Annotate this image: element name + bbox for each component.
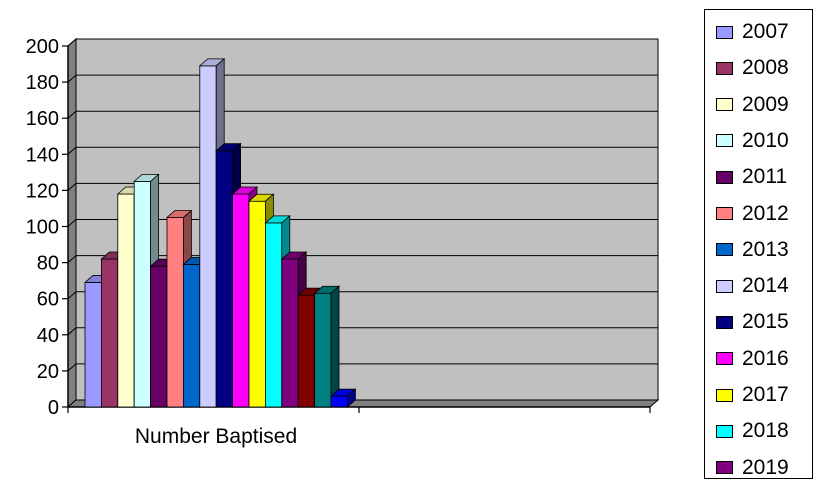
- y-tick-label: 200: [26, 36, 59, 58]
- bars: [83, 57, 357, 408]
- bar-front: [101, 258, 119, 408]
- legend-item: 2014: [716, 274, 789, 298]
- legend-item: 2019: [716, 456, 789, 480]
- bar-front: [215, 150, 233, 408]
- bar-front: [264, 222, 283, 408]
- bar-front: [166, 217, 184, 408]
- legend-item: 2008: [716, 56, 789, 80]
- gridline: [67, 363, 658, 372]
- legend-label: 2014: [742, 274, 789, 298]
- bar-front: [84, 282, 102, 408]
- legend-swatch: [716, 279, 733, 293]
- gridline: [67, 291, 658, 300]
- legend-swatch: [716, 315, 733, 329]
- y-tick-label: 120: [26, 180, 59, 202]
- legend-item: 2012: [716, 202, 789, 226]
- bar-front: [314, 292, 332, 408]
- legend-label: 2016: [742, 346, 789, 370]
- legend-swatch: [716, 388, 733, 402]
- y-tick-label: 40: [37, 325, 59, 347]
- y-tick-label: 60: [37, 289, 59, 311]
- legend-label: 2008: [742, 56, 789, 80]
- legend-swatch: [716, 243, 733, 257]
- bar: [313, 285, 341, 408]
- legend-item: 2010: [716, 129, 789, 153]
- legend-label: 2013: [742, 237, 789, 261]
- y-tick-label: 20: [37, 361, 59, 383]
- legend-swatch: [716, 134, 733, 148]
- legend-item: 2015: [716, 310, 789, 334]
- y-tick-label: 80: [37, 253, 59, 275]
- bar-front: [330, 395, 348, 408]
- legend-label: 2017: [742, 383, 789, 406]
- gridline: [67, 219, 658, 227]
- legend-swatch: [716, 61, 733, 75]
- gridline: [67, 110, 658, 119]
- legend-label: 2018: [742, 419, 789, 443]
- bar-front: [133, 180, 151, 408]
- bar-side: [330, 285, 340, 408]
- bar-front: [248, 200, 266, 408]
- gridline: [67, 327, 658, 336]
- legend-label: 2015: [742, 310, 789, 334]
- legend-label: 2010: [742, 128, 789, 152]
- y-tick-label: 0: [48, 397, 59, 419]
- legend-item: 2009: [716, 93, 789, 117]
- legend-label: 2011: [742, 165, 788, 189]
- legend-swatch: [716, 352, 733, 366]
- gridlines: [67, 38, 658, 372]
- y-tick-label: 180: [26, 72, 59, 94]
- legend-swatch: [716, 25, 733, 39]
- y-axis-tick-labels: 0 20 40 60 80 100 120 140 160 180 200: [26, 36, 59, 419]
- gridline: [67, 74, 658, 83]
- y-tick-label: 160: [26, 108, 59, 130]
- bar-front: [232, 193, 250, 408]
- legend-swatch: [716, 207, 733, 220]
- bar-front: [117, 193, 135, 408]
- legend-swatch: [716, 461, 733, 475]
- bar: [329, 388, 357, 408]
- bar-front: [150, 265, 168, 408]
- gridline: [67, 38, 658, 47]
- legend-item: 2013: [716, 238, 789, 262]
- gridline: [67, 146, 658, 155]
- legend-label: 2009: [742, 92, 789, 116]
- legend-item: 2007: [716, 20, 789, 44]
- legend-item: 2011: [716, 165, 787, 189]
- legend: 2007 2008 2009 2010 2011 2012 2013 2014 2015 2016…: [704, 9, 813, 479]
- bar-front: [182, 264, 201, 408]
- legend-label: 2007: [742, 20, 789, 43]
- bar-side: [346, 388, 356, 408]
- x-category-label: Number Baptised: [135, 425, 297, 448]
- legend-swatch: [716, 98, 733, 112]
- gridline: [67, 255, 658, 263]
- gridline: [67, 182, 658, 191]
- legend-label: 2012: [742, 201, 789, 225]
- y-tick-label: 140: [26, 144, 59, 166]
- bar-front: [199, 65, 217, 408]
- legend-item: 2016: [716, 347, 789, 371]
- legend-label: 2019: [742, 455, 789, 479]
- legend-swatch: [716, 424, 733, 438]
- bar-front: [297, 294, 316, 408]
- y-tick-label: 100: [26, 217, 59, 239]
- legend-item: 2018: [716, 419, 789, 443]
- legend-swatch: [716, 170, 733, 184]
- bar-front: [281, 258, 299, 408]
- legend-item: 2017: [716, 383, 789, 407]
